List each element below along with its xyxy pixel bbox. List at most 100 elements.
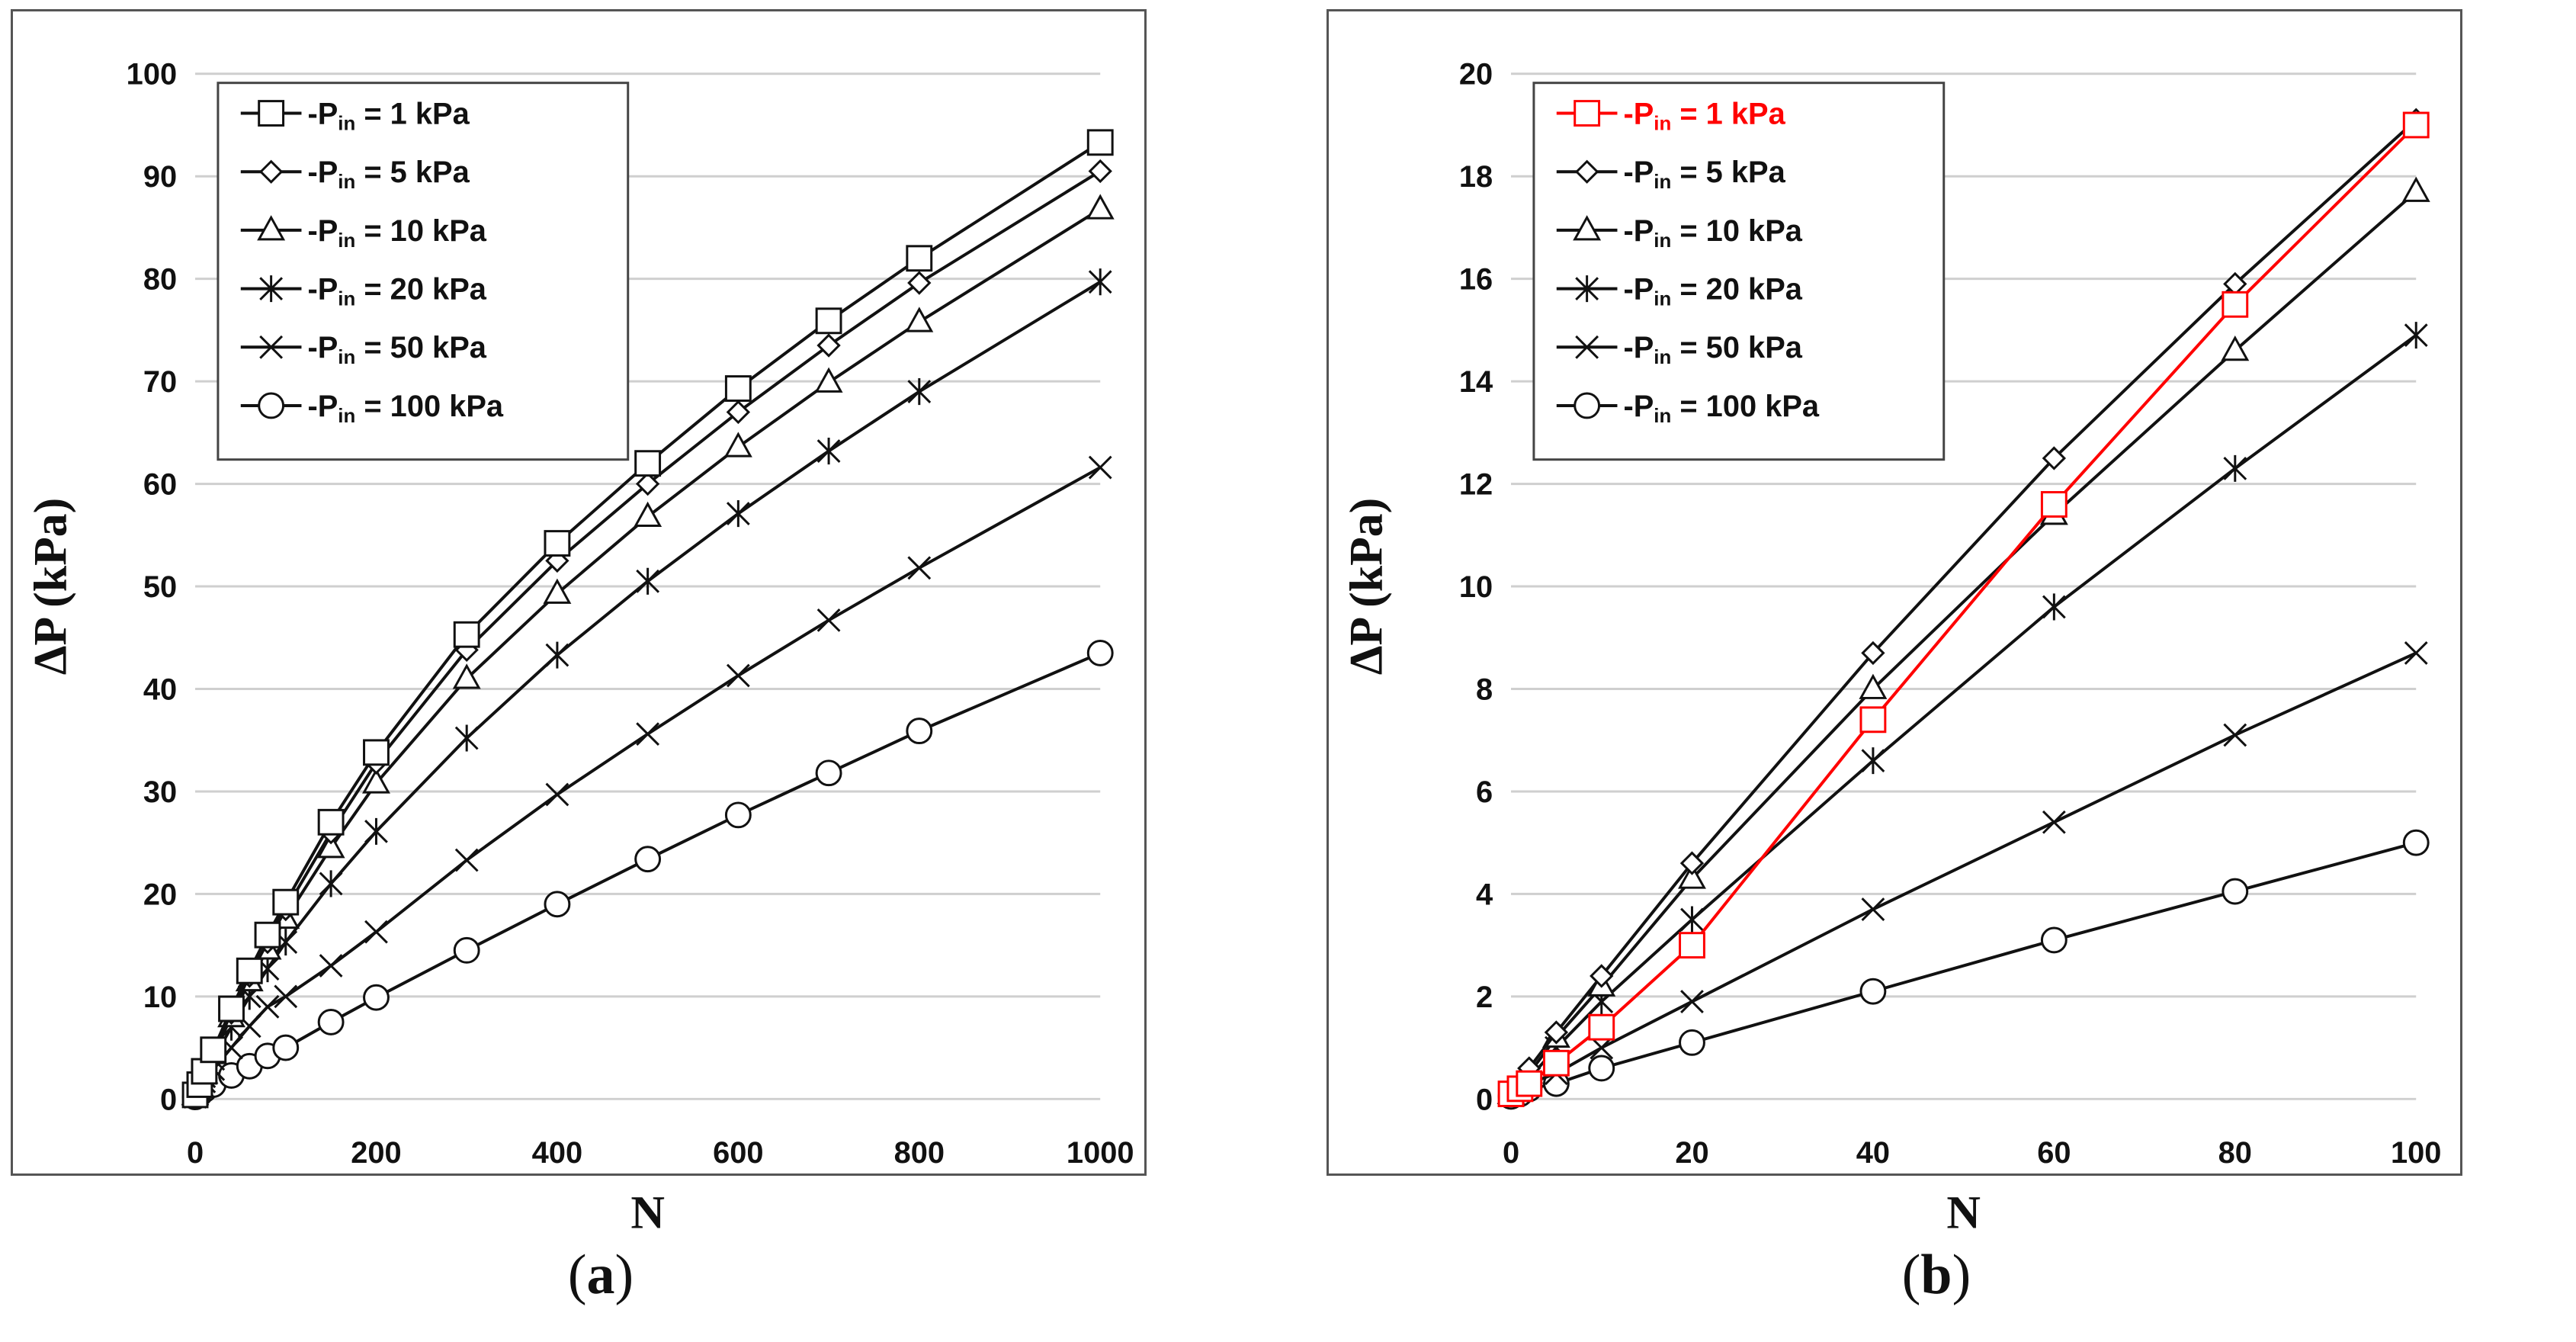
data-point-marker — [907, 271, 932, 295]
legend-marker — [259, 335, 284, 359]
legend-label: -Pin = 10 kPa — [1623, 214, 1802, 252]
data-point-marker — [1086, 639, 1114, 666]
legend-label: -Pin = 20 kPa — [1623, 273, 1802, 310]
y-tick-label: 4 — [1476, 878, 1493, 911]
legend-label: -Pin = 100 kPa — [1623, 390, 1819, 427]
y-tick-label: 14 — [1459, 365, 1493, 399]
data-point-marker — [2042, 446, 2067, 470]
chart-panel-b: 0 2 4 6 8 10 12 14 16 18 20 0 20 40 60 80 100 N ΔP (kPa) -P… — [1326, 9, 2462, 1239]
data-point-marker — [544, 530, 571, 557]
data-point-marker — [2042, 593, 2066, 621]
data-point-marker — [726, 663, 750, 688]
data-point-marker — [1859, 673, 1888, 699]
data-point-marker — [1861, 640, 1885, 666]
data-point-marker — [2222, 291, 2249, 318]
data-point-marker — [454, 848, 479, 872]
data-point-marker — [545, 782, 569, 807]
legend-marker — [258, 100, 285, 127]
data-point-marker — [1088, 455, 1112, 480]
legend-item: -Pin = 20 kPa — [1556, 273, 1803, 310]
x-tick-label: 100 — [2391, 1136, 2441, 1170]
legend-item: -Pin = 10 kPa — [240, 214, 487, 252]
data-point-marker — [543, 578, 572, 604]
y-tick-label: 12 — [1459, 468, 1493, 502]
data-point-marker — [218, 995, 245, 1023]
series-1 — [181, 129, 1114, 1109]
x-tick-label: 0 — [187, 1136, 204, 1170]
legend-label: -Pin = 5 kPa — [307, 156, 470, 193]
x-tick-label: 400 — [532, 1136, 582, 1170]
data-point-marker — [634, 501, 662, 528]
y-tick-label: 90 — [143, 160, 177, 194]
data-point-marker — [2223, 723, 2247, 747]
data-point-marker — [544, 891, 571, 918]
data-point-marker — [2401, 176, 2430, 202]
legend-item: -Pin = 100 kPa — [1556, 390, 1820, 427]
y-axis-title: ΔP (kPa) — [1341, 498, 1393, 676]
data-point-marker — [636, 722, 660, 746]
legend-marker — [1574, 100, 1601, 127]
data-point-marker — [453, 621, 480, 648]
data-point-marker — [1861, 897, 1885, 921]
data-point-marker — [2221, 335, 2250, 361]
data-point-marker — [2404, 322, 2428, 349]
y-tick-label: 80 — [143, 263, 177, 297]
y-tick-label: 0 — [1476, 1083, 1493, 1116]
legend-label: -Pin = 50 kPa — [307, 331, 486, 368]
data-point-marker — [272, 1034, 300, 1061]
series-5 — [183, 455, 1112, 1109]
legend-item: -Pin = 10 kPa — [1556, 214, 1803, 252]
data-point-marker — [2042, 810, 2066, 834]
data-point-marker — [200, 1036, 227, 1064]
y-tick-label: 100 — [127, 58, 177, 92]
legend: -Pin = 1 kPa -Pin = 5 kPa -Pin = 10 kPa -Pi… — [1532, 82, 1946, 461]
legend-marker — [1574, 159, 1599, 184]
data-point-marker — [634, 846, 662, 873]
data-point-marker — [1679, 1029, 1705, 1056]
legend-marker — [1575, 335, 1599, 359]
caption-b: (b) — [1901, 1244, 1971, 1306]
data-point-marker — [236, 957, 263, 984]
legend-label: -Pin = 100 kPa — [307, 390, 503, 427]
legend-label: -Pin = 20 kPa — [307, 273, 486, 310]
y-tick-label: 60 — [143, 468, 177, 502]
data-point-marker — [453, 936, 480, 964]
y-tick-label: 20 — [143, 878, 177, 911]
data-point-marker — [1679, 932, 1705, 959]
data-point-marker — [907, 556, 932, 580]
data-point-marker — [255, 994, 280, 1019]
x-tick-label: 60 — [2037, 1136, 2071, 1170]
data-point-marker — [2402, 111, 2430, 139]
data-point-marker — [1859, 706, 1887, 734]
data-point-marker — [1861, 747, 1885, 775]
data-point-marker — [1544, 1020, 1569, 1045]
series-5 — [1499, 641, 2428, 1106]
legend-marker — [257, 215, 286, 241]
data-point-marker — [724, 801, 752, 829]
x-tick-label: 20 — [1675, 1136, 1708, 1170]
data-point-marker — [2040, 491, 2068, 518]
x-tick-label: 1000 — [1067, 1136, 1134, 1170]
data-point-marker — [816, 438, 841, 465]
data-point-marker — [634, 450, 662, 477]
data-point-marker — [1088, 268, 1112, 296]
data-point-marker — [906, 718, 933, 745]
data-point-marker — [361, 768, 390, 794]
y-tick-label: 50 — [143, 570, 177, 604]
data-point-marker — [815, 307, 842, 335]
legend-item: -Pin = 50 kPa — [1556, 331, 1803, 368]
y-tick-label: 10 — [143, 981, 177, 1014]
legend-item: -Pin = 1 kPa — [1556, 97, 1786, 134]
data-point-marker — [1859, 978, 1887, 1005]
series-1 — [1497, 111, 2430, 1108]
data-point-marker — [1088, 159, 1112, 184]
data-point-marker — [317, 1009, 345, 1035]
x-tick-label: 600 — [713, 1136, 763, 1170]
chart-b-svg: 0 2 4 6 8 10 12 14 16 18 20 0 20 40 60 80 100 N ΔP (kPa) -P… — [1341, 58, 2442, 1239]
data-point-marker — [907, 378, 932, 406]
x-axis-title: N — [1946, 1187, 1981, 1239]
y-axis-title: ΔP (kPa) — [25, 498, 77, 676]
data-point-marker — [635, 471, 660, 496]
data-point-marker — [2040, 926, 2068, 954]
